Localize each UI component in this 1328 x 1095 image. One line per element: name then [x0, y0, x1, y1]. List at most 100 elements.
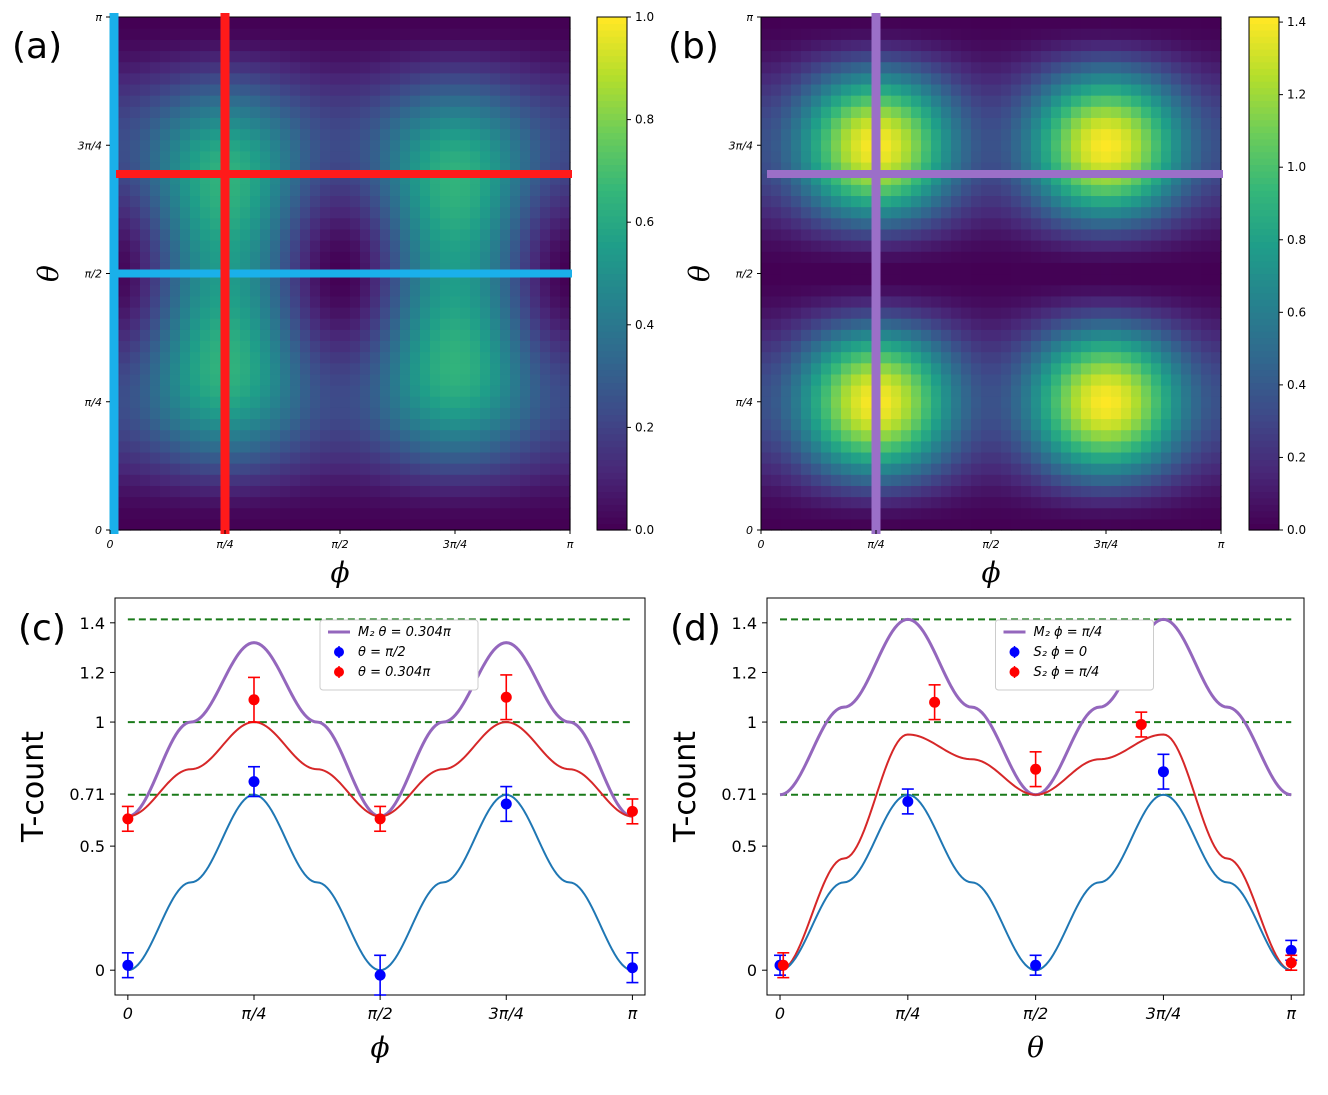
heatmap-cell [140, 385, 151, 397]
heatmap-cell [540, 385, 551, 397]
heatmap-cell [270, 284, 281, 297]
heatmap-cell [260, 451, 271, 464]
heatmap-cell [410, 95, 421, 107]
heatmap-cell [1141, 318, 1152, 330]
heatmap-cell [841, 407, 852, 420]
heatmap-cell [941, 139, 952, 152]
heatmap-cell [380, 251, 391, 263]
heatmap-cell [1151, 106, 1162, 118]
heatmap-cell [410, 184, 421, 197]
heatmap-cell [991, 396, 1002, 408]
heatmap-cell [160, 173, 171, 185]
heatmap-cell [530, 362, 541, 375]
heatmap-cell [340, 496, 351, 509]
panel-a-heatmap: (a)0 π/4 π/2 3π/4 π0π/4π/23π/4πϕθ0.00.20.40.… [12, 10, 654, 589]
heatmap-cell [1051, 262, 1062, 275]
heatmap-cell [310, 507, 321, 520]
heatmap-cell [1041, 474, 1052, 486]
heatmap-cell [811, 173, 822, 185]
heatmap-cell [831, 507, 842, 520]
heatmap-cell [921, 83, 932, 96]
heatmap-cell [951, 217, 962, 230]
heatmap-cell [390, 95, 401, 107]
heatmap-cell [400, 262, 411, 275]
heatmap-cell [1091, 117, 1102, 130]
heatmap-cell [1081, 440, 1092, 453]
heatmap-cell [971, 83, 982, 96]
heatmap-cell [350, 306, 361, 319]
heatmap-cell [1111, 195, 1122, 208]
heatmap-cell [1101, 184, 1112, 197]
heatmap-cell [140, 351, 151, 364]
heatmap-cell [931, 240, 942, 252]
heatmap-cell [771, 351, 782, 364]
heatmap-cell [360, 139, 371, 152]
heatmap-cell [1211, 474, 1222, 486]
heatmap-cell [230, 106, 241, 118]
heatmap-cell [831, 173, 842, 185]
heatmap-cell [931, 61, 942, 74]
heatmap-cell [941, 95, 952, 107]
heatmap-cell [1101, 95, 1112, 107]
heatmap-cell [310, 106, 321, 118]
heatmap-cell [410, 150, 421, 163]
heatmap-cell [921, 451, 932, 464]
heatmap-cell [851, 206, 862, 219]
heatmap-cell [160, 17, 171, 29]
heatmap-cell [160, 206, 171, 219]
heatmap-cell [470, 474, 481, 486]
colorbar-band [1249, 504, 1279, 512]
heatmap-cell [1171, 340, 1182, 353]
heatmap-cell [851, 184, 862, 197]
heatmap-cell [230, 195, 241, 208]
heatmap-cell [1021, 61, 1032, 74]
heatmap-cell [1001, 496, 1012, 509]
heatmap-cell [510, 273, 521, 286]
heatmap-cell [550, 396, 561, 408]
heatmap-cell [120, 184, 131, 197]
heatmap-cell [340, 173, 351, 185]
heatmap-cell [921, 329, 932, 342]
heatmap-cell [560, 440, 571, 453]
heatmap-cell [300, 117, 311, 130]
heatmap-cell [230, 128, 241, 141]
heatmap-cell [1141, 295, 1152, 308]
heatmap-cell [560, 39, 571, 52]
heatmap-cell [811, 28, 822, 40]
heatmap-cell [1071, 362, 1082, 375]
heatmap-cell [510, 451, 521, 464]
heatmap-cell [1071, 284, 1082, 297]
heatmap-cell [1211, 485, 1222, 498]
heatmap-cell [390, 50, 401, 63]
heatmap-cell [991, 329, 1002, 342]
heatmap-cell [230, 507, 241, 520]
heatmap-cell [230, 206, 241, 219]
heatmap-cell [420, 228, 431, 241]
colorbar-band [1249, 497, 1279, 505]
heatmap-cell [1211, 251, 1222, 263]
heatmap-cell [400, 161, 411, 174]
heatmap-cell [210, 485, 221, 498]
heatmap-cell [480, 251, 491, 263]
heatmap-cell [1051, 329, 1062, 342]
heatmap-cell [360, 329, 371, 342]
heatmap-cell [881, 396, 892, 408]
heatmap-cell [150, 28, 161, 40]
heatmap-cell [981, 173, 992, 185]
heatmap-cell [971, 429, 982, 442]
heatmap-cell [490, 429, 501, 442]
heatmap-cell [530, 161, 541, 174]
heatmap-cell [1111, 429, 1122, 442]
heatmap-cell [1021, 17, 1032, 29]
heatmap-cell [550, 463, 561, 475]
heatmap-cell [300, 251, 311, 263]
heatmap-cell [230, 251, 241, 263]
heatmap-cell [881, 173, 892, 185]
heatmap-cell [560, 306, 571, 319]
heatmap-cell [460, 228, 471, 241]
heatmap-cell [160, 28, 171, 40]
heatmap-cell [490, 195, 501, 208]
heatmap-cell [1021, 95, 1032, 107]
heatmap-cell [500, 463, 511, 475]
heatmap-cell [200, 407, 211, 420]
